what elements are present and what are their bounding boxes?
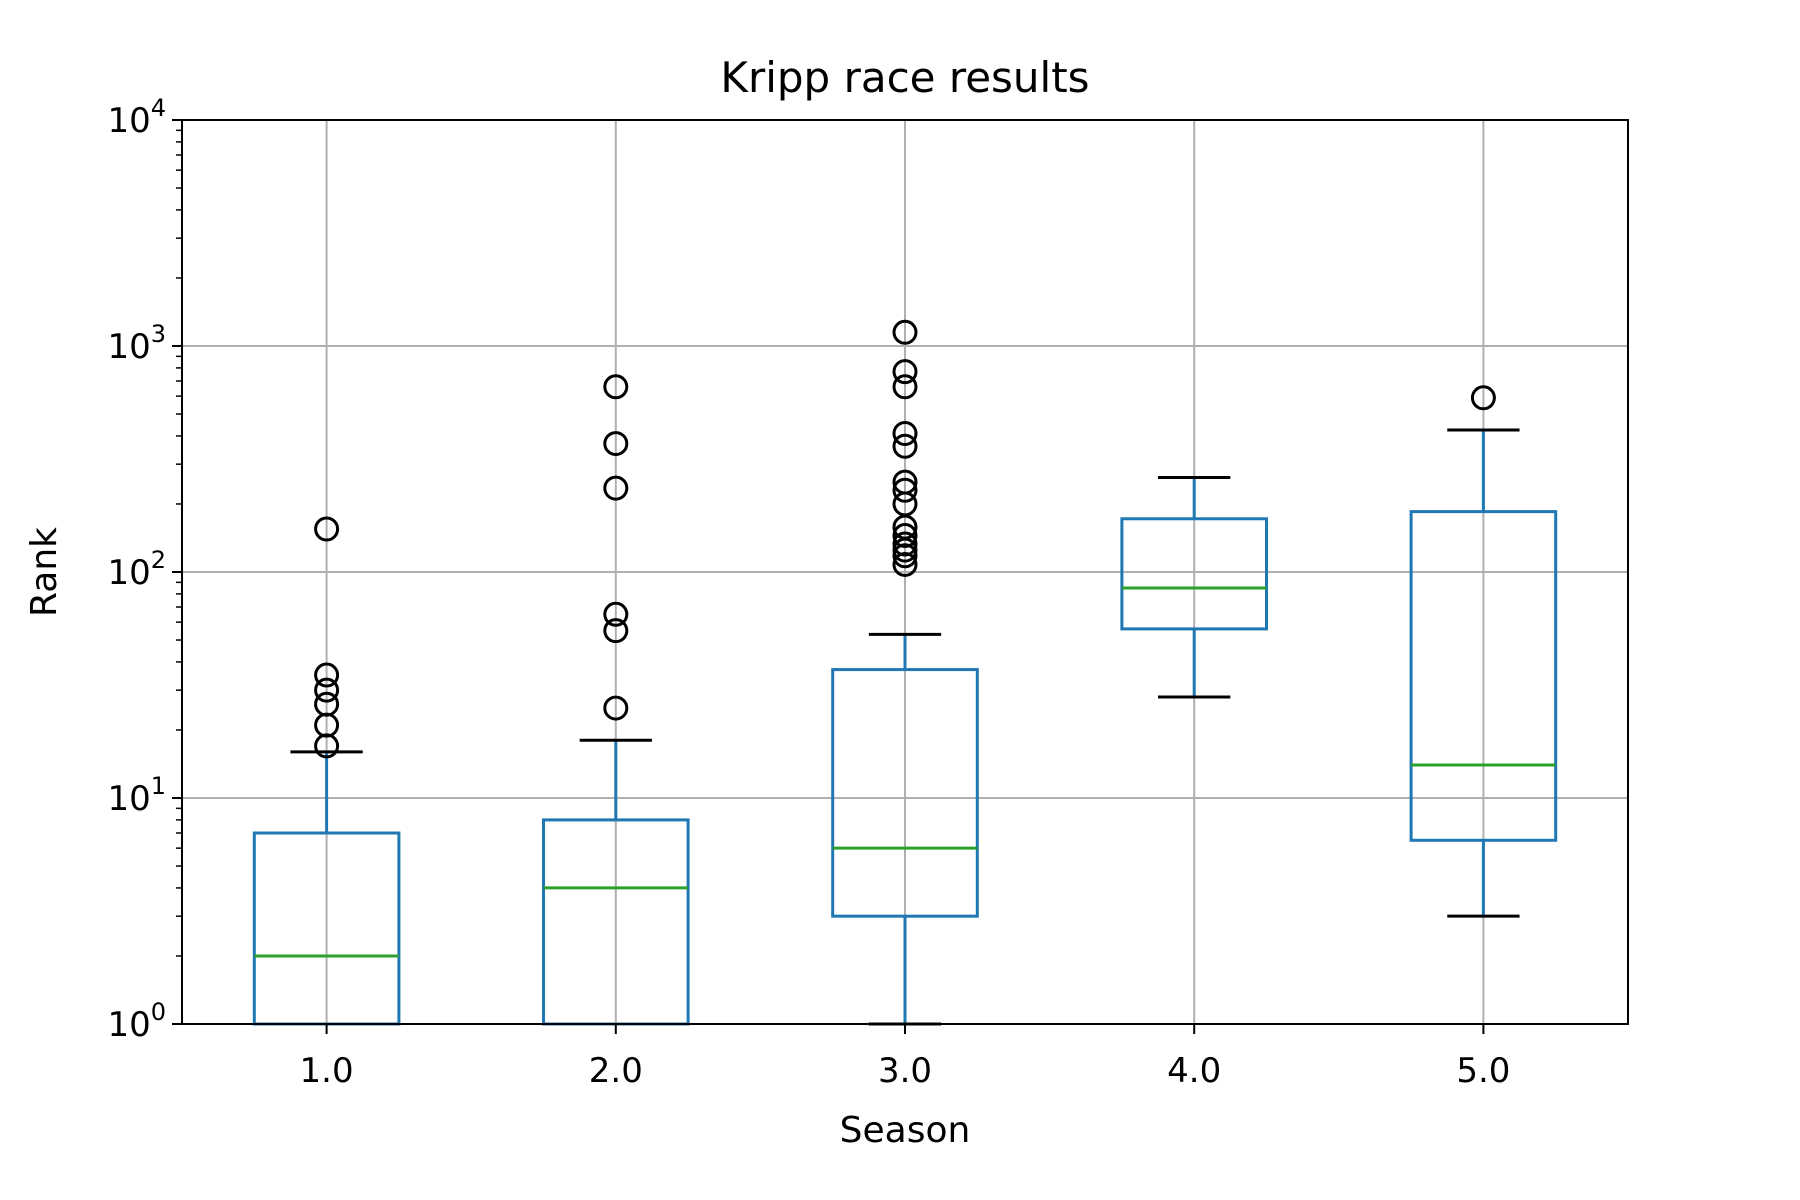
outlier-point: [603, 601, 629, 627]
outlier-point: [314, 662, 340, 688]
outlier-point: [892, 469, 918, 495]
x-tick-label: 3.0: [878, 1051, 932, 1091]
outlier-point: [892, 433, 918, 459]
outlier-point: [892, 319, 918, 345]
outlier-point: [314, 691, 340, 717]
grid: [182, 120, 1628, 1024]
outlier-point: [603, 618, 629, 644]
outlier-point: [314, 677, 340, 703]
outlier-point: [603, 374, 629, 400]
y-tick-label: 100: [107, 998, 166, 1045]
iqr-box: [831, 668, 979, 918]
outlier-point: [892, 477, 918, 503]
outlier-point: [892, 531, 918, 557]
outlier-point: [892, 523, 918, 549]
x-axis-label: Season: [840, 1110, 971, 1151]
x-tick-label: 1.0: [300, 1051, 354, 1091]
outlier-point: [892, 359, 918, 385]
y-axis-ticks: 100 101 102 103 104: [107, 94, 182, 1045]
box-group-season-1: [252, 516, 401, 1026]
x-tick-label: 5.0: [1456, 1051, 1510, 1091]
box-group-season-5: [1409, 385, 1558, 918]
outlier-point: [314, 516, 340, 542]
x-tick-label: 4.0: [1167, 1051, 1221, 1091]
outlier-point: [603, 475, 629, 501]
y-tick-label: 103: [107, 320, 166, 367]
x-axis-ticks: 1.0 2.0 3.0 4.0 5.0: [300, 1024, 1510, 1091]
box-group-season-3: [831, 319, 979, 1026]
outlier-point: [892, 421, 918, 447]
y-tick-label: 104: [107, 94, 166, 141]
outlier-point: [603, 695, 629, 721]
y-axis-label: Rank: [24, 527, 65, 617]
outlier-point: [892, 551, 918, 577]
iqr-box: [1120, 517, 1269, 631]
outlier-point: [1470, 385, 1496, 411]
chart-title: Kripp race results: [720, 53, 1089, 102]
y-tick-label: 102: [107, 546, 166, 593]
x-tick-label: 2.0: [589, 1051, 643, 1091]
iqr-box: [1409, 510, 1558, 842]
y-tick-label: 101: [107, 772, 166, 819]
box-group-season-4: [1120, 475, 1269, 699]
outlier-point: [603, 431, 629, 457]
outlier-point: [892, 374, 918, 400]
